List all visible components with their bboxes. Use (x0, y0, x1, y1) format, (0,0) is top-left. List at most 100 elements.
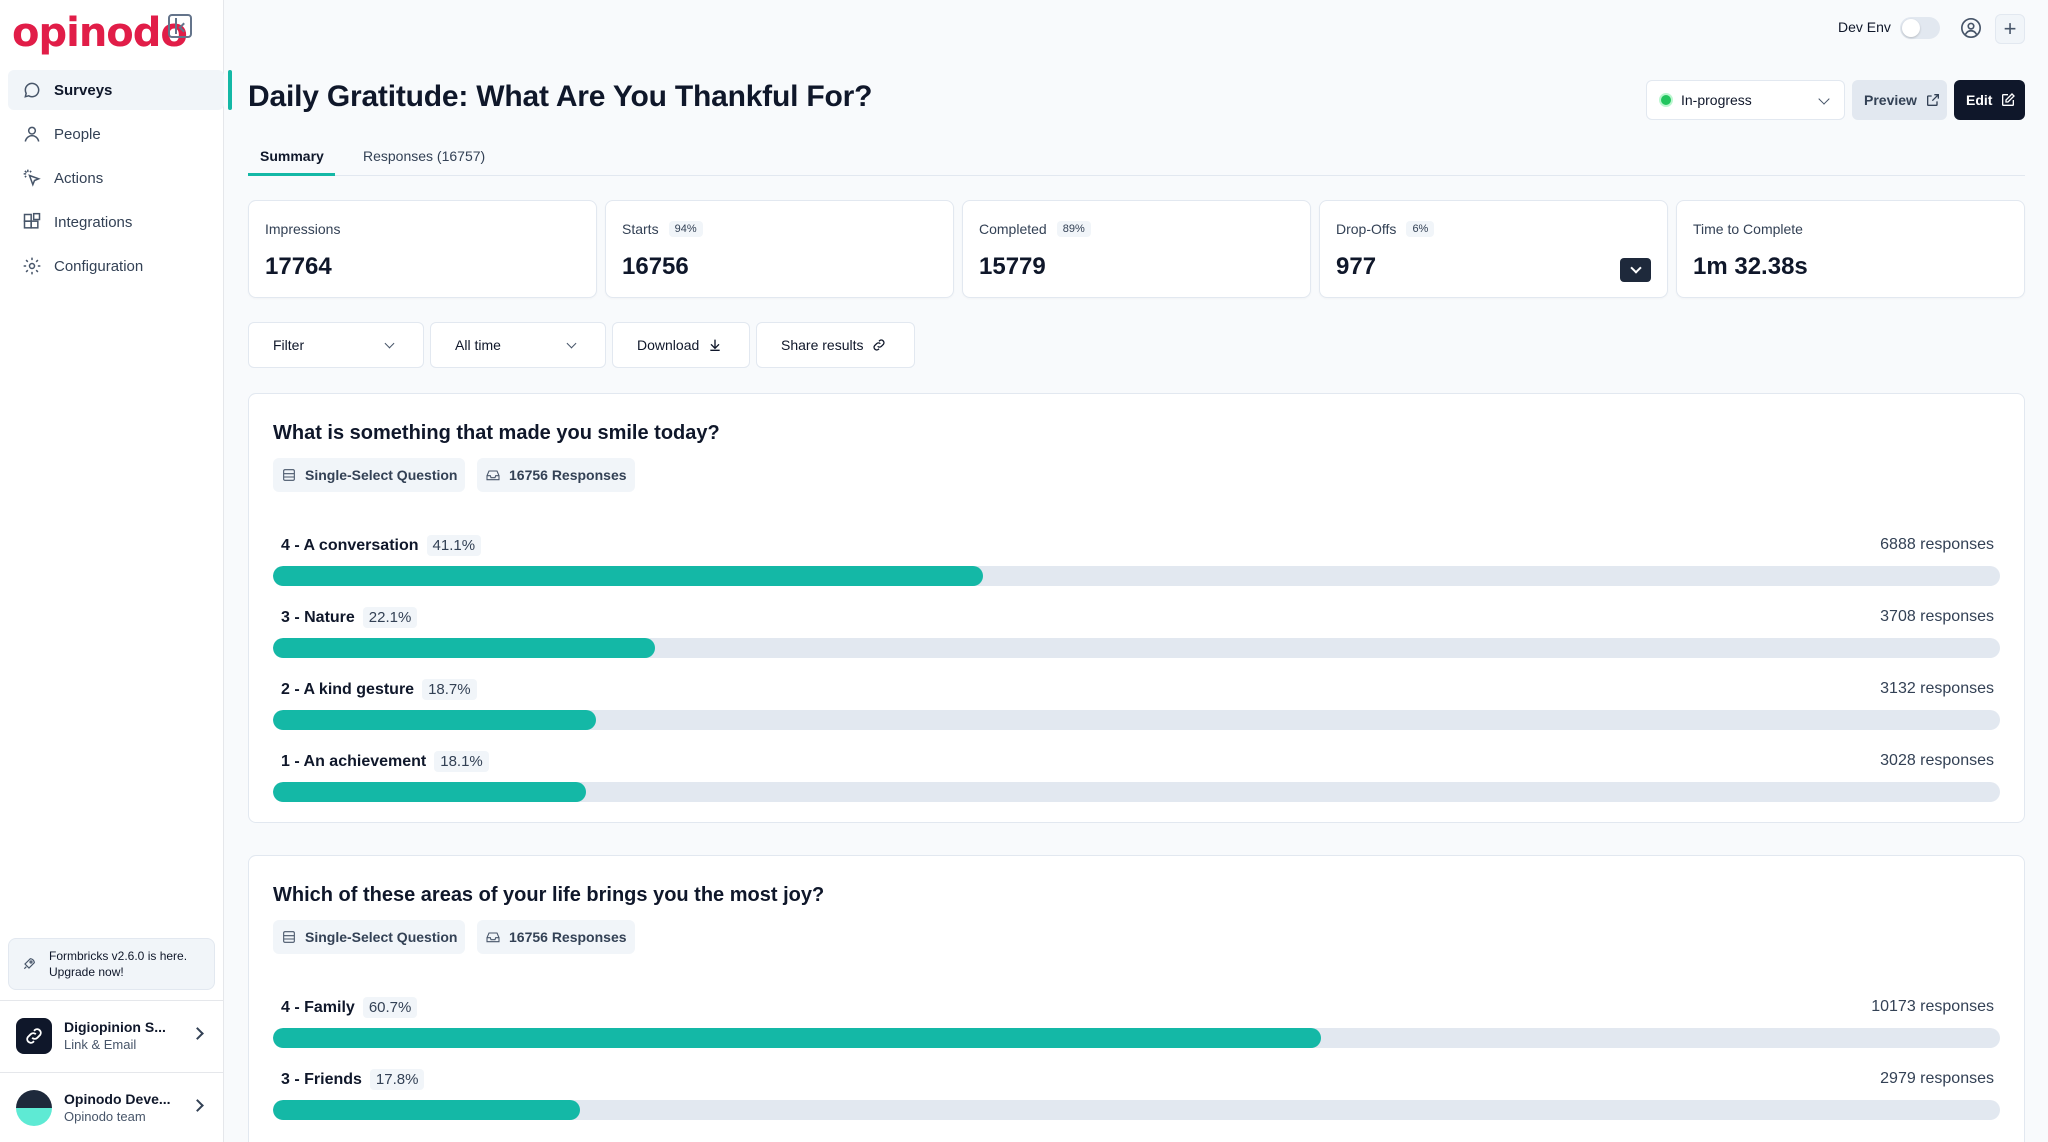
preview-button[interactable]: Preview (1852, 80, 1947, 120)
user-circle-icon[interactable] (1960, 17, 1982, 39)
inbox-icon (486, 470, 500, 481)
option-count: 2979 responses (1880, 1070, 1994, 1087)
user-menu[interactable]: Opinodo Deve... Opinodo team (0, 1072, 224, 1142)
stat-drop-offs[interactable]: Drop-Offs 6% 977 (1319, 200, 1668, 298)
option-bar-fill (273, 710, 596, 730)
dev-env-toggle[interactable] (1900, 17, 1940, 39)
question-summary-card: What is something that made you smile to… (248, 393, 2025, 823)
filter-label: Filter (273, 337, 305, 353)
chat-bubble-icon (22, 80, 42, 100)
option-bar-track (273, 710, 2000, 730)
stat-completed: Completed 89% 15779 (962, 200, 1311, 298)
user-team: Opinodo team (64, 1108, 146, 1124)
sidebar-item-label: Integrations (54, 213, 133, 231)
time-range-label: All time (455, 337, 501, 353)
question-responses: 16756 Responses (509, 467, 627, 483)
edit-label: Edit (1966, 92, 1993, 108)
tab-bar: Summary Responses (16757) (248, 142, 2025, 176)
question-title: Which of these areas of your life brings… (273, 884, 825, 906)
sidebar-item-integrations[interactable]: Integrations (8, 202, 224, 242)
stat-value: 977 (1336, 253, 1377, 280)
edit-icon (2000, 92, 2016, 108)
option-label: 4 - A conversation (281, 536, 419, 554)
avatar (16, 1089, 52, 1126)
add-button[interactable]: + (1995, 14, 2025, 44)
dev-env-label: Dev Env (1838, 19, 1891, 35)
stat-value: 1m 32.38s (1693, 253, 1808, 280)
option-row: 3 - Friends 17.8% 2979 responses (273, 1062, 2000, 1120)
user-icon (22, 124, 42, 144)
share-results-button[interactable]: Share results (756, 322, 915, 368)
sidebar-item-label: People (54, 125, 101, 143)
option-bar-track (273, 638, 2000, 658)
question-type-chip: Single-Select Question (273, 458, 466, 492)
option-percent: 60.7% (362, 997, 418, 1018)
option-row: 2 - A kind gesture 18.7% 3132 responses (273, 672, 2000, 730)
option-bar-track (273, 1100, 2000, 1120)
option-row: 4 - Family 60.7% 10173 responses (273, 990, 2000, 1048)
sidebar-collapse-icon[interactable] (168, 14, 192, 38)
plus-icon: + (2003, 16, 2017, 41)
question-responses-chip: 16756 Responses (477, 458, 635, 492)
question-title: What is something that made you smile to… (273, 422, 720, 444)
share-label: Share results (781, 337, 864, 353)
option-label: 4 - Family (281, 998, 355, 1016)
preview-label: Preview (1864, 92, 1917, 108)
logo[interactable]: opinodo (12, 8, 212, 58)
question-responses-chip: 16756 Responses (477, 920, 635, 954)
option-count: 10173 responses (1871, 998, 1994, 1015)
sidebar-item-people[interactable]: People (8, 114, 224, 154)
logo-text: opinodo (12, 10, 188, 56)
list-icon (283, 931, 295, 943)
environment-switcher[interactable]: Digiopinion S... Link & Email (0, 1000, 224, 1070)
time-range-dropdown[interactable]: All time (430, 322, 606, 368)
stat-value: 16756 (622, 253, 689, 280)
chevron-down-icon (566, 338, 577, 349)
option-percent: 22.1% (362, 607, 418, 628)
stat-starts: Starts 94% 16756 (605, 200, 954, 298)
stat-label: Starts (622, 221, 659, 237)
expand-drop-offs-button[interactable] (1620, 258, 1651, 282)
sidebar-item-configuration[interactable]: Configuration (8, 246, 224, 286)
option-label: 3 - Friends (281, 1070, 362, 1088)
download-button[interactable]: Download (612, 322, 750, 368)
upgrade-line-2: Upgrade now! (49, 965, 124, 979)
option-percent: 41.1% (426, 535, 482, 556)
option-count: 3028 responses (1880, 752, 1994, 769)
tab-responses[interactable]: Responses (16757) (363, 148, 486, 164)
stat-time-to-complete: Time to Complete 1m 32.38s (1676, 200, 2025, 298)
option-row: 1 - An achievement 18.1% 3028 responses (273, 744, 2000, 802)
cursor-click-icon (22, 168, 42, 188)
option-bar-track (273, 782, 2000, 802)
chevron-down-icon (384, 338, 395, 349)
stat-badge: 89% (1056, 221, 1091, 237)
stat-label: Time to Complete (1693, 221, 1803, 237)
stat-label: Completed (979, 221, 1047, 237)
rocket-icon (23, 958, 35, 970)
sidebar-item-label: Surveys (54, 81, 113, 99)
sidebar-item-actions[interactable]: Actions (8, 158, 224, 198)
download-label: Download (637, 337, 700, 353)
option-row: 3 - Nature 22.1% 3708 responses (273, 600, 2000, 658)
option-bar-track (273, 566, 2000, 586)
sidebar-item-label: Configuration (54, 257, 144, 275)
question-type: Single-Select Question (305, 467, 458, 483)
sidebar-item-surveys[interactable]: Surveys (8, 70, 232, 110)
option-label: 2 - A kind gesture (281, 680, 415, 698)
upgrade-banner[interactable]: Formbricks v2.6.0 is here. Upgrade now! (8, 938, 215, 990)
question-type: Single-Select Question (305, 929, 458, 945)
edit-button[interactable]: Edit (1954, 80, 2025, 120)
stat-badge: 94% (668, 221, 703, 237)
option-percent: 17.8% (369, 1069, 425, 1090)
option-percent: 18.1% (434, 751, 489, 772)
tab-summary[interactable]: Summary (260, 148, 324, 164)
filter-dropdown[interactable]: Filter (248, 322, 424, 368)
environment-sub: Link & Email (64, 1036, 137, 1052)
status-select[interactable]: In-progress (1646, 80, 1845, 120)
user-name: Opinodo Deve... (64, 1090, 171, 1107)
stat-label: Drop-Offs (1336, 221, 1397, 237)
option-bar-track (273, 1028, 2000, 1048)
stat-label: Impressions (265, 221, 341, 237)
option-bar-fill (273, 782, 586, 802)
question-type-chip: Single-Select Question (273, 920, 466, 954)
